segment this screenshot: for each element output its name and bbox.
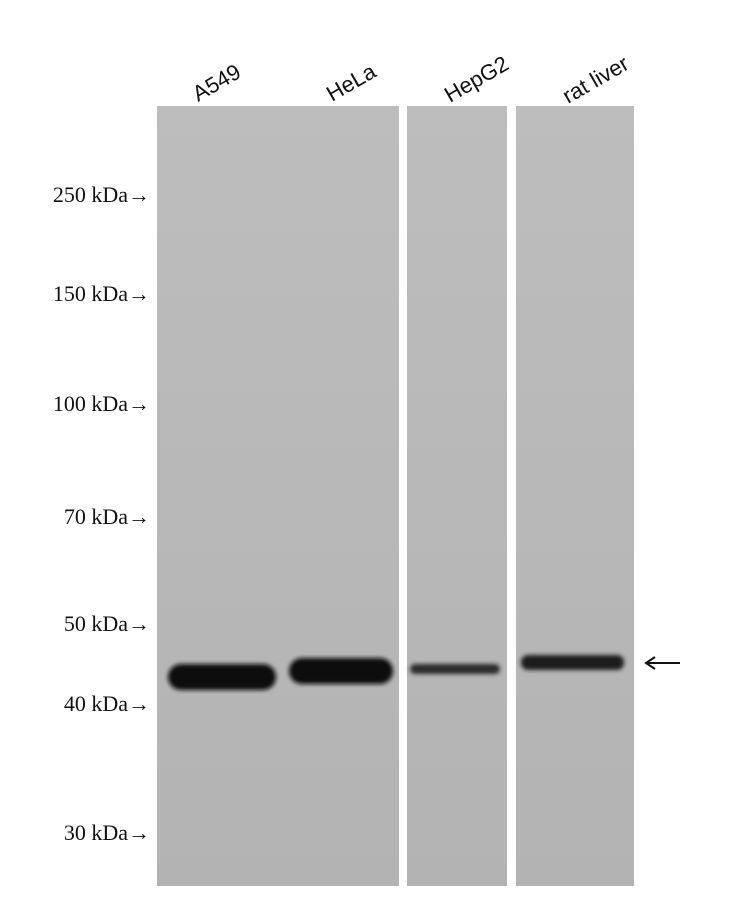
- marker-label: 50 kDa→: [64, 611, 150, 636]
- band-arrow: [644, 656, 680, 670]
- marker-label: 30 kDa→: [64, 820, 150, 845]
- blot-panel: [516, 106, 634, 886]
- band: [410, 664, 500, 674]
- marker-label: 250 kDa→: [53, 182, 150, 207]
- marker-label: 40 kDa→: [64, 691, 150, 716]
- marker-label: 150 kDa→: [53, 281, 150, 306]
- band: [168, 664, 276, 690]
- blot-panel: [157, 106, 399, 886]
- blot-panel: [407, 106, 507, 886]
- band: [289, 658, 393, 684]
- marker-label: 100 kDa→: [53, 391, 150, 416]
- marker-label: 70 kDa→: [64, 504, 150, 529]
- band: [521, 655, 624, 670]
- watermark: WWW.PTGLAB.COM: [59, 194, 124, 837]
